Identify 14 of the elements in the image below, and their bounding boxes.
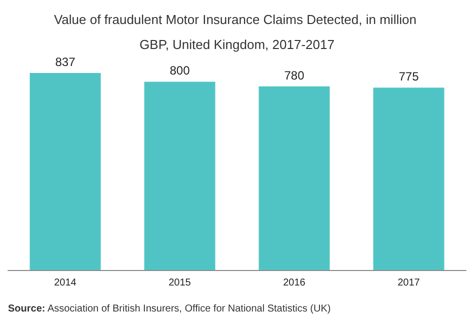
bar <box>144 82 216 270</box>
x-tick-label: 2017 <box>398 278 420 288</box>
data-label: 800 <box>170 64 190 78</box>
data-label: 837 <box>55 55 76 69</box>
source-note: Source: Association of British Insurers, Office for National Statistics (UK) <box>8 304 331 314</box>
data-label: 780 <box>284 68 305 82</box>
data-label: 775 <box>398 70 420 84</box>
bar <box>258 86 330 270</box>
bar <box>30 73 101 270</box>
bar <box>373 88 444 270</box>
x-tick-label: 2016 <box>283 278 306 288</box>
x-tick-label: 2015 <box>168 278 192 288</box>
chart-title: Value of fraudulent Motor Insurance Claims Detected, in million GBP, United Kingdom, 2017-2017 <box>54 12 420 52</box>
x-tick-label: 2014 <box>54 278 77 288</box>
